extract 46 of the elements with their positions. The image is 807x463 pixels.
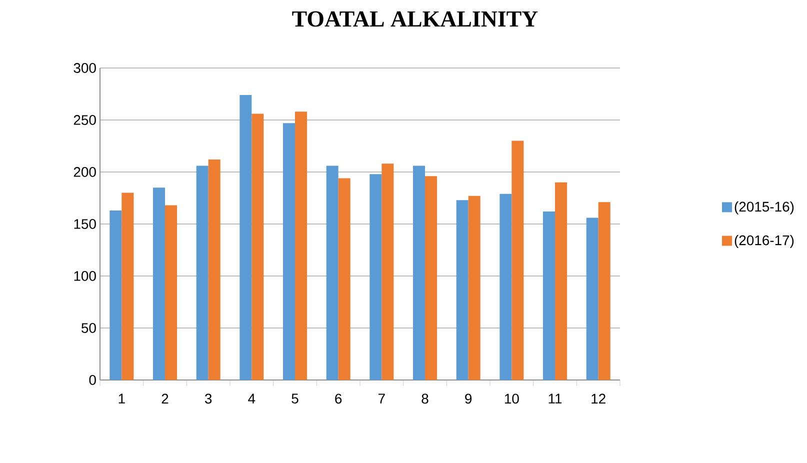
y-tick-label: 50	[82, 323, 96, 333]
bar	[165, 205, 177, 380]
bar	[240, 95, 252, 380]
x-tick-label: 11	[548, 394, 562, 404]
legend-label: (2016-17)	[734, 234, 794, 248]
bar	[468, 196, 480, 380]
x-tick-label: 7	[378, 394, 385, 404]
bar	[370, 174, 382, 380]
bar	[382, 164, 394, 380]
chart-title: TOATAL ALKALINITY	[292, 11, 538, 27]
x-tick-label: 3	[204, 394, 212, 404]
bar	[110, 210, 122, 380]
y-tick-label: 100	[74, 271, 96, 281]
bar	[500, 194, 512, 380]
bar	[555, 182, 568, 380]
x-tick-label: 9	[465, 394, 472, 404]
bar	[283, 123, 296, 380]
x-tick-label: 12	[592, 394, 606, 404]
bar	[512, 140, 524, 380]
y-tick-label: 150	[74, 219, 96, 229]
bar	[456, 200, 468, 380]
x-tick-label: 10	[504, 394, 519, 404]
bar	[598, 202, 610, 380]
y-tick-label: 300	[74, 63, 96, 73]
x-tick-label: 8	[422, 394, 428, 404]
bar	[252, 114, 264, 380]
x-tick-label: 4	[248, 394, 256, 404]
y-tick-label: 0	[89, 375, 96, 385]
bar	[295, 112, 308, 380]
y-tick-label: 200	[74, 167, 96, 177]
x-tick-label: 1	[118, 394, 125, 404]
y-tick-label: 250	[74, 115, 96, 125]
x-tick-label: 5	[292, 394, 298, 404]
bar	[208, 160, 220, 380]
legend-label: (2015-16)	[734, 201, 794, 214]
bar	[153, 188, 165, 380]
bar	[425, 176, 438, 380]
bar	[586, 218, 598, 380]
bar	[338, 178, 350, 380]
bar	[122, 192, 134, 380]
x-tick-label: 2	[162, 394, 168, 404]
bar	[326, 166, 338, 380]
bar	[413, 166, 426, 380]
bar	[196, 166, 208, 380]
x-tick-label: 6	[335, 394, 342, 404]
bar	[543, 212, 556, 380]
